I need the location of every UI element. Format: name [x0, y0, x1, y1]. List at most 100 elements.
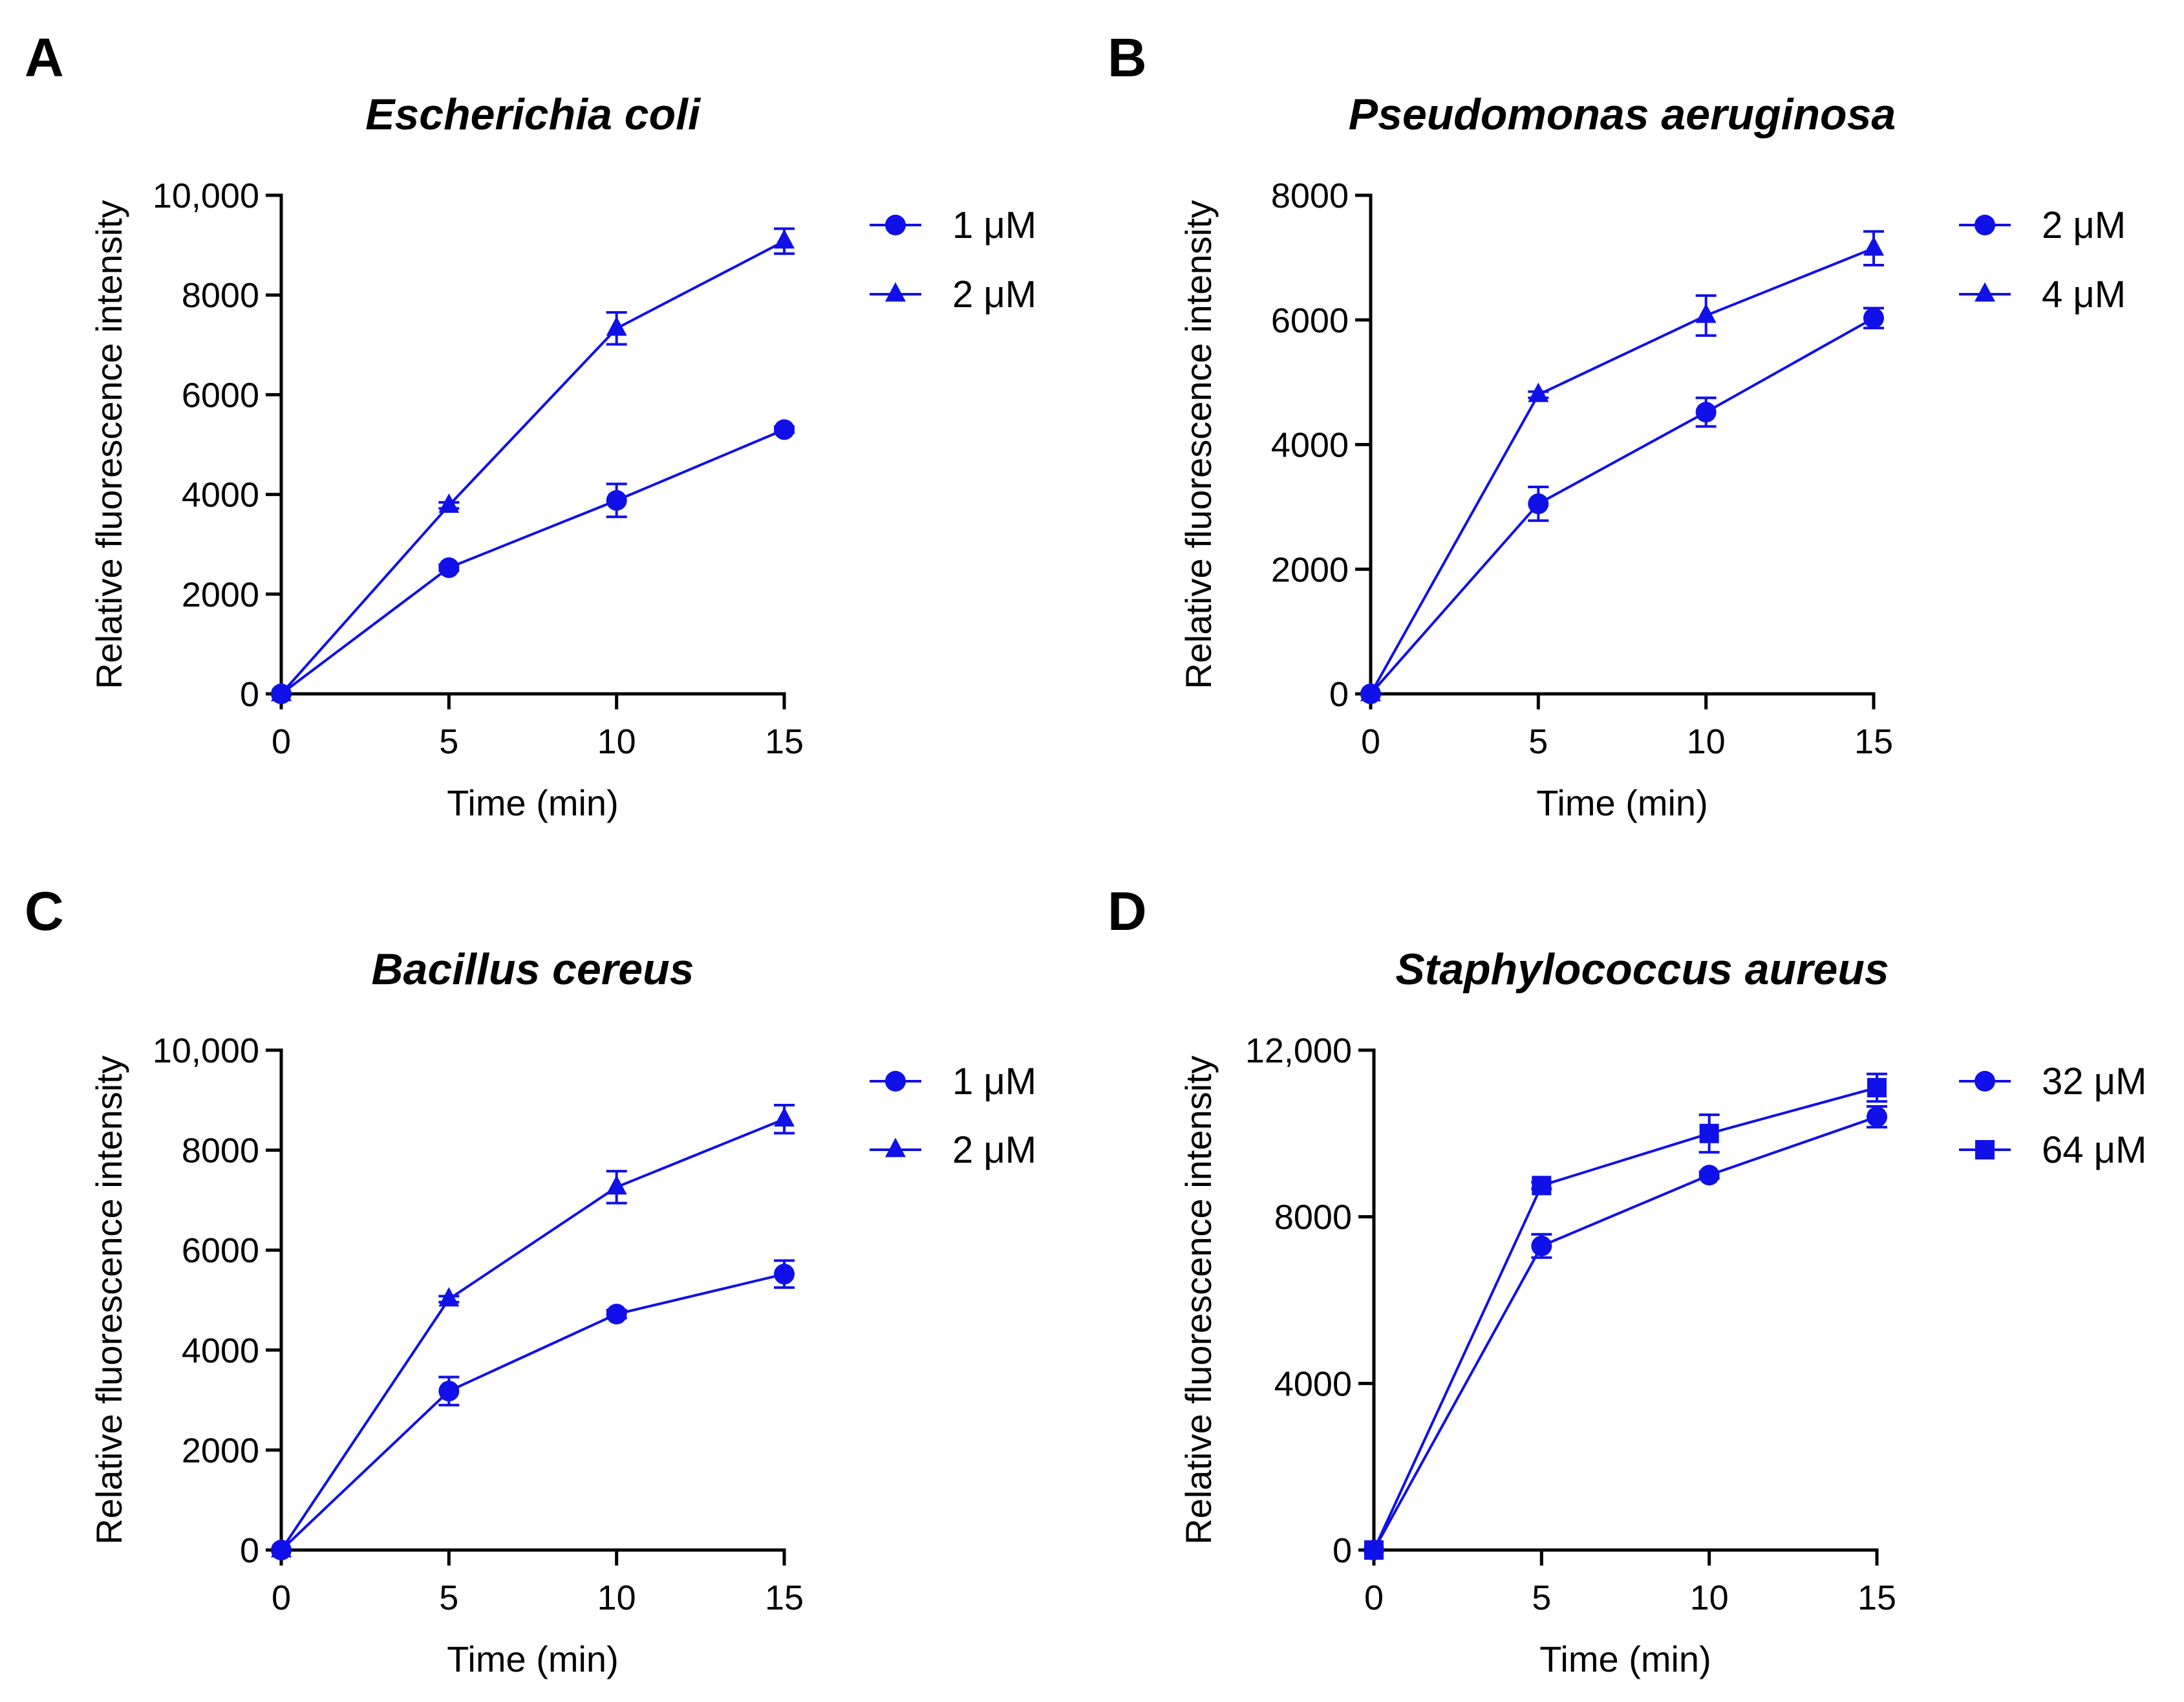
legend-label: 64 μM	[2042, 1129, 2147, 1171]
panel-b: B Pseudomonas aeruginosa 0 2000 4000 6000 8000…	[1108, 27, 2126, 823]
legend-label: 2 μM	[2042, 204, 2126, 246]
y-axis-label: Relative fluorescence intensity	[89, 1055, 129, 1544]
panel-c: C Bacillus cereus 0 2000 4000 6000 8000 10,000 0…	[25, 881, 1036, 1679]
series-0	[271, 419, 795, 704]
y-tick-label: 4000	[1274, 1364, 1352, 1403]
legend-marker	[1975, 1140, 1995, 1159]
y-tick-label: 2000	[182, 1431, 259, 1470]
x-tick-label: 5	[439, 722, 458, 761]
x-tick-label: 0	[272, 722, 291, 761]
legend-marker	[885, 282, 906, 302]
data-point	[606, 490, 627, 511]
data-point	[271, 1538, 292, 1558]
y-tick-label: 12,000	[1245, 1031, 1352, 1070]
chart-title: Escherichia coli	[365, 90, 701, 139]
series-line	[280, 428, 785, 695]
legend-entry-0: 2 μM	[1959, 204, 2126, 246]
data-point	[271, 682, 292, 702]
chart-title: Staphylococcus aureus	[1395, 945, 1889, 994]
y-tick-label: 8000	[182, 276, 259, 315]
legend-label: 1 μM	[952, 204, 1036, 246]
y-axis-label: Relative fluorescence intensity	[89, 200, 129, 689]
y-tick-label: 4000	[182, 476, 259, 515]
y-tick-label: 2000	[182, 576, 259, 614]
panel-a: A Escherichia coli 0 2000 4000 6000 8000 10,000…	[25, 27, 1036, 823]
data-point	[1699, 1123, 1719, 1143]
legend-label: 32 μM	[2042, 1061, 2147, 1103]
legend-marker	[885, 215, 906, 235]
legend-entry-1: 2 μM	[870, 274, 1036, 316]
y-tick-label: 0	[240, 1531, 259, 1570]
y-tick-label: 8000	[1274, 1198, 1352, 1237]
series-1	[271, 1104, 795, 1558]
legend-label: 2 μM	[952, 274, 1036, 316]
data-point	[1528, 493, 1549, 515]
chart-title: Bacillus cereus	[372, 945, 694, 994]
x-tick-label: 5	[1528, 722, 1548, 761]
data-point	[1532, 1176, 1552, 1196]
x-axis-label: Time (min)	[1536, 782, 1708, 823]
data-point	[1867, 1077, 1887, 1097]
series-line	[1373, 1115, 1878, 1551]
x-axis-label: Time (min)	[1539, 1639, 1711, 1679]
series-1	[1364, 1072, 1887, 1560]
panel-letter: C	[25, 881, 64, 942]
legend-entry-0: 1 μM	[870, 1061, 1036, 1103]
y-tick-label: 0	[240, 675, 259, 714]
data-point	[1695, 303, 1717, 323]
x-tick-label: 0	[272, 1578, 291, 1617]
series-line	[1373, 1086, 1878, 1551]
legend-entry-0: 1 μM	[870, 204, 1036, 246]
legend-marker	[1975, 282, 1995, 302]
x-tick-label: 10	[597, 1578, 636, 1617]
legend-marker	[1975, 215, 1995, 235]
data-point	[1863, 307, 1884, 329]
data-point	[774, 229, 795, 249]
series-0	[271, 1259, 795, 1560]
legend-entry-1: 64 μM	[1959, 1129, 2147, 1171]
x-tick-label: 15	[1854, 722, 1893, 761]
y-tick-label: 10,000	[153, 1031, 259, 1070]
data-point	[438, 493, 460, 513]
legend-entry-1: 4 μM	[1959, 274, 2126, 316]
series-1	[1360, 230, 1884, 702]
y-tick-label: 6000	[182, 1231, 259, 1270]
chart-title: Pseudomonas aeruginosa	[1349, 90, 1896, 139]
data-point	[1695, 402, 1717, 423]
series-line	[1369, 317, 1874, 695]
data-point	[438, 1381, 460, 1402]
legend-entry-0: 32 μM	[1959, 1061, 2147, 1103]
x-tick-label: 10	[1687, 722, 1726, 761]
data-point	[438, 557, 460, 578]
y-axis-label: Relative fluorescence intensity	[1178, 200, 1219, 689]
data-point	[1863, 236, 1884, 256]
data-point	[438, 1287, 460, 1307]
y-tick-label: 10,000	[153, 177, 259, 215]
legend-marker	[885, 1071, 906, 1092]
x-tick-label: 15	[765, 722, 804, 761]
panel-d: D Staphylococcus aureus 0 4000 8000 12,000 0 5 1…	[1108, 881, 2147, 1679]
x-tick-label: 10	[1690, 1578, 1729, 1617]
x-axis-label: Time (min)	[447, 1639, 618, 1679]
data-point	[1867, 1106, 1887, 1128]
y-tick-label: 0	[1329, 675, 1349, 714]
legend-label: 1 μM	[952, 1061, 1036, 1103]
y-tick-label: 8000	[182, 1132, 259, 1170]
y-tick-label: 6000	[1271, 301, 1349, 340]
x-tick-label: 5	[1532, 1578, 1551, 1617]
data-point	[606, 316, 627, 336]
y-tick-label: 6000	[182, 376, 259, 415]
x-tick-label: 0	[1364, 1578, 1384, 1617]
y-tick-label: 4000	[182, 1331, 259, 1370]
series-0	[1364, 1104, 1887, 1560]
y-tick-label: 8000	[1271, 177, 1349, 215]
x-tick-label: 15	[765, 1578, 804, 1617]
series-0	[1360, 307, 1884, 704]
series-1	[271, 227, 795, 702]
legend-entry-1: 2 μM	[870, 1129, 1036, 1171]
series-line	[280, 1273, 785, 1551]
data-point	[774, 1107, 795, 1127]
legend-marker	[1975, 1071, 1995, 1092]
series-line	[280, 240, 785, 695]
